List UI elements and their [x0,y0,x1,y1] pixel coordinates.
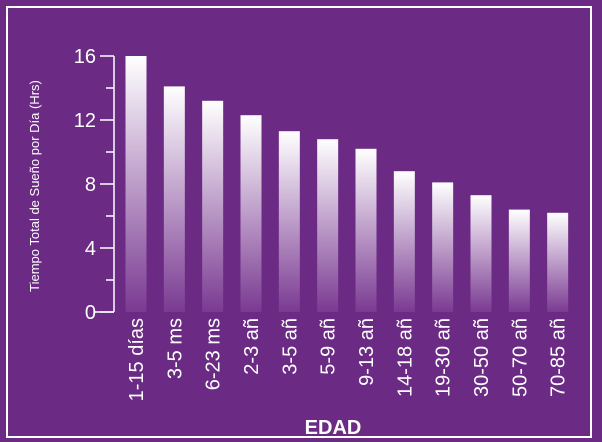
y-tick-label: 16 [74,46,96,68]
x-category-label: 2-3 añ [241,318,263,375]
x-category-label: 30-50 añ [471,318,493,397]
bar [163,86,185,313]
y-tick-label: 12 [74,110,96,132]
bar [547,212,569,312]
bar [432,182,454,312]
bar [317,139,339,312]
bar [470,195,492,312]
x-category-label: 3-5 ms [164,318,186,379]
x-category-label: 6-23 ms [203,318,225,390]
chart-frame [6,6,592,438]
y-ticks: 0 4 8 12 16 [74,46,114,324]
bar [355,148,377,312]
bar [278,131,300,312]
bar [125,56,147,312]
bar [202,100,224,312]
x-category-label: 14-18 añ [394,318,416,397]
bars [125,56,569,313]
y-tick-label: 8 [85,174,96,196]
x-axis-label: EDAD [305,417,362,439]
x-category-label: 70-85 añ [548,318,570,397]
bar [240,115,262,312]
x-category-label: 5-9 añ [318,318,340,375]
x-category-label: 19-30 añ [433,318,455,397]
category-labels: 1-15 días 3-5 ms 6-23 ms 2-3 añ 3-5 añ 5-9 añ… [126,318,570,401]
x-category-label: 9-13 añ [356,318,378,386]
bar [393,171,415,312]
x-category-label: 3-5 añ [279,318,301,375]
y-axis-label: Tiempo Total de Sueño por Día (Hrs) [27,80,42,292]
x-category-label: 50-70 añ [509,318,531,397]
y-tick-label: 0 [85,302,96,324]
y-tick-label: 4 [85,238,96,260]
bar [508,209,530,312]
x-category-label: 1-15 días [126,318,148,401]
